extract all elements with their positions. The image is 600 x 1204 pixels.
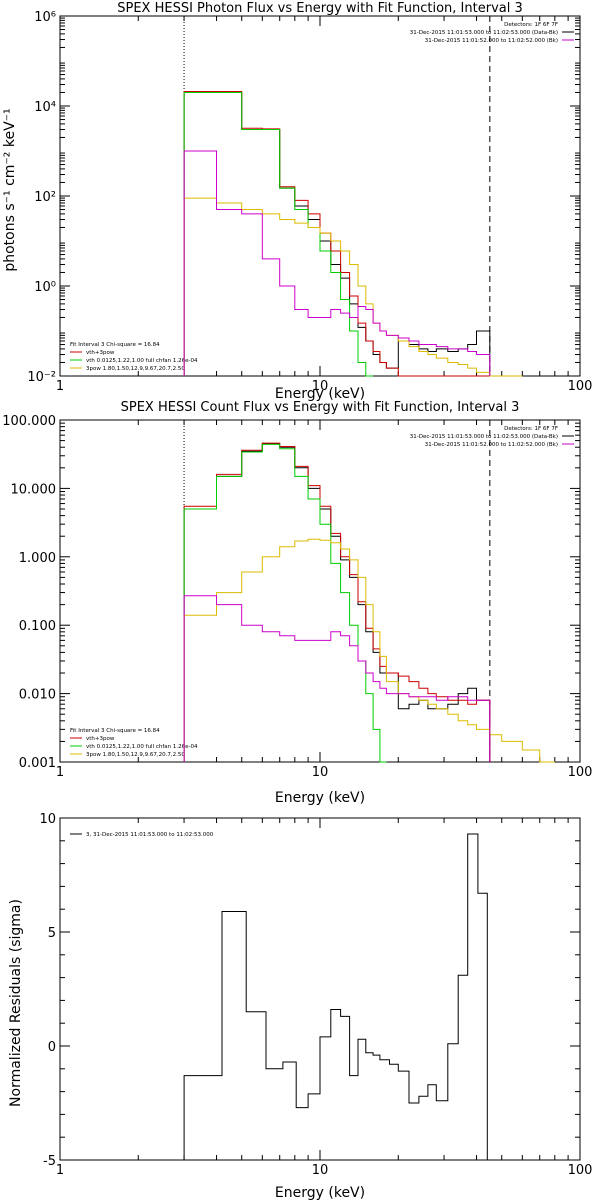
count-chart-axis-ticks: 1 10 100 100.000 10.000 1.000 0.100 0.010 0.001 [2, 414, 592, 780]
x-tick-label: 100 [568, 1163, 593, 1178]
photon-chart-xlabel: Energy (keV) [275, 386, 365, 402]
series-bk-line [183, 595, 491, 762]
x-tick-label: 1 [56, 379, 64, 394]
y-tick-label: 10² [34, 190, 56, 205]
legend-entry-text: Fit Interval 3 Chi-square = 16.84 [70, 342, 160, 348]
legend-entry-text: 31-Dec-2015 11:01:52.000 to 11:02:52.000… [425, 442, 558, 448]
series-vth-line [183, 443, 387, 763]
x-tick-label: 100 [568, 765, 593, 780]
series-residuals-line [183, 833, 493, 1161]
photon-chart-plot-area [59, 15, 581, 377]
legend-entry-text: 31-Dec-2015 11:01:53.000 to 11:02:53.000… [410, 434, 558, 440]
count-chart-legend: Detectors: 1F 6F 7F 31-Dec-2015 11:01:53.… [410, 426, 574, 448]
y-tick-label: 0 [48, 1040, 56, 1055]
residuals-chart: Energy (keV) Normalized Residuals (sigma… [8, 812, 592, 1201]
legend-entry-text: vth 0.0125,1.22,1.00 full chfan 1.26e-04 [86, 744, 198, 750]
series-bk-line [183, 150, 491, 376]
photon-chart-legend: Detectors: 1F 6F 7F 31-Dec-2015 11:01:53.… [410, 22, 574, 44]
series-vth-3pow-line [183, 91, 490, 377]
x-tick-label: 1 [56, 765, 64, 780]
count-chart-xlabel: Energy (keV) [275, 790, 365, 806]
y-tick-label: 5 [48, 926, 56, 941]
plot-frame [59, 15, 581, 377]
count-flux-chart: SPEX HESSI Count Flux vs Energy with Fit… [2, 400, 592, 806]
series-vth-3pow-line [183, 442, 491, 762]
y-tick-label: 10.000 [11, 482, 57, 497]
photon-flux-chart: SPEX HESSI Photon Flux vs Energy with Fi… [2, 1, 592, 402]
y-tick-label: 10⁰ [34, 280, 56, 295]
photon-chart-axis-ticks: 1 10 100 10⁶ 10⁴ 10² 10⁰ 10⁻² [27, 10, 592, 394]
y-tick-label: 10⁴ [34, 100, 56, 115]
plot-frame [59, 817, 581, 1161]
y-tick-label: 10⁶ [34, 10, 56, 25]
y-tick-label: 10 [39, 812, 56, 827]
x-tick-label: 10 [312, 1163, 329, 1178]
residuals-chart-plot-area [59, 817, 581, 1161]
series-data-bk-line [183, 443, 491, 762]
legend-entry-text: 31-Dec-2015 11:01:53.000 to 11:02:53.000… [410, 30, 558, 36]
series-3pow-line [183, 197, 523, 377]
legend-entry-text: Detectors: 1F 6F 7F [504, 426, 558, 432]
y-tick-label: 1.000 [19, 551, 56, 566]
legend-entry-text: vth+3pow [86, 736, 115, 742]
residuals-chart-xlabel: Energy (keV) [275, 1185, 365, 1200]
legend-entry-text: 3, 31-Dec-2015 11:01:53.000 to 11:02:53.… [86, 832, 214, 838]
residuals-chart-legend: 3, 31-Dec-2015 11:01:53.000 to 11:02:53.… [70, 832, 214, 838]
legend-entry-text: Fit Interval 3 Chi-square = 16.84 [70, 728, 160, 734]
x-tick-label: 100 [568, 379, 593, 394]
x-tick-label: 1 [56, 1163, 64, 1178]
count-chart-plot-area [59, 419, 581, 763]
y-tick-label: 0.010 [19, 688, 56, 703]
y-tick-label: -5 [43, 1154, 56, 1169]
y-tick-label: 100.000 [2, 414, 56, 429]
x-tick-label: 10 [312, 765, 329, 780]
legend-entry-text: 3pow 1.80,1.50,12.9,9.67,20.7,2.50 [86, 752, 185, 758]
legend-entry-text: vth 0.0125,1.22,1.00 full chfan 1.26e-04 [86, 358, 198, 364]
residuals-chart-ylabel: Normalized Residuals (sigma) [8, 899, 24, 1107]
x-tick-label: 10 [312, 379, 329, 394]
legend-entry-text: 31-Dec-2015 11:01:52.000 to 11:02:52.000… [425, 38, 558, 44]
residuals-chart-axis-ticks: 1 10 100 10 5 0 -5 [39, 812, 592, 1178]
y-tick-label: 0.001 [19, 756, 56, 771]
count-chart-title: SPEX HESSI Count Flux vs Energy with Fit… [121, 400, 520, 415]
y-tick-label: 0.100 [19, 619, 56, 634]
series-data-bk-line [183, 92, 491, 376]
legend-entry-text: 3pow 1.80,1.50,12.9,9.67,20.7,2.50 [86, 366, 185, 372]
series-3pow-line [183, 538, 555, 763]
photon-chart-fit-legend: Fit Interval 3 Chi-square = 16.84 vth+3po… [70, 342, 198, 372]
y-tick-label: 10⁻² [27, 370, 56, 385]
photon-chart-ylabel: photons s⁻¹ cm⁻² keV⁻¹ [2, 108, 18, 271]
series-vth-line [183, 92, 374, 377]
legend-entry-text: vth+3pow [86, 350, 115, 356]
photon-chart-title: SPEX HESSI Photon Flux vs Energy with Fi… [117, 1, 523, 16]
plot-frame [59, 419, 581, 763]
legend-entry-text: Detectors: 1F 6F 7F [504, 22, 558, 28]
count-chart-fit-legend: Fit Interval 3 Chi-square = 16.84 vth+3po… [70, 728, 198, 758]
